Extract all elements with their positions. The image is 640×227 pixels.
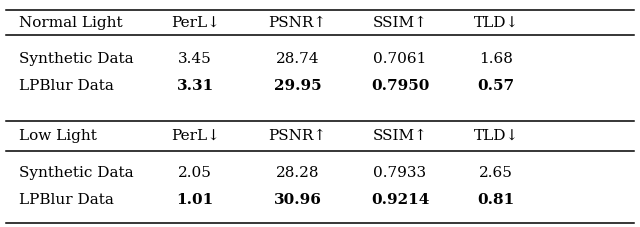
Text: TLD↓: TLD↓ — [474, 16, 518, 30]
Text: PerL↓: PerL↓ — [171, 16, 220, 30]
Text: 2.05: 2.05 — [179, 165, 212, 180]
Text: 0.57: 0.57 — [477, 79, 515, 93]
Text: LPBlur Data: LPBlur Data — [19, 193, 114, 207]
Text: LPBlur Data: LPBlur Data — [19, 79, 114, 93]
Text: TLD↓: TLD↓ — [474, 129, 518, 143]
Text: Normal Light: Normal Light — [19, 16, 123, 30]
Text: 0.81: 0.81 — [477, 193, 515, 207]
Text: 28.28: 28.28 — [276, 165, 319, 180]
Text: SSIM↑: SSIM↑ — [372, 16, 428, 30]
Text: 0.7950: 0.7950 — [371, 79, 429, 93]
Text: 28.74: 28.74 — [276, 52, 319, 66]
Text: 3.31: 3.31 — [177, 79, 214, 93]
Text: 3.45: 3.45 — [179, 52, 212, 66]
Text: 30.96: 30.96 — [274, 193, 321, 207]
Text: Synthetic Data: Synthetic Data — [19, 165, 134, 180]
Text: SSIM↑: SSIM↑ — [372, 129, 428, 143]
Text: Low Light: Low Light — [19, 129, 97, 143]
Text: 1.01: 1.01 — [177, 193, 214, 207]
Text: 0.7061: 0.7061 — [373, 52, 427, 66]
Text: PSNR↑: PSNR↑ — [269, 129, 326, 143]
Text: 0.9214: 0.9214 — [371, 193, 429, 207]
Text: 1.68: 1.68 — [479, 52, 513, 66]
Text: Synthetic Data: Synthetic Data — [19, 52, 134, 66]
Text: PerL↓: PerL↓ — [171, 129, 220, 143]
Text: 2.65: 2.65 — [479, 165, 513, 180]
Text: PSNR↑: PSNR↑ — [269, 16, 326, 30]
Text: 29.95: 29.95 — [274, 79, 321, 93]
Text: 0.7933: 0.7933 — [373, 165, 427, 180]
